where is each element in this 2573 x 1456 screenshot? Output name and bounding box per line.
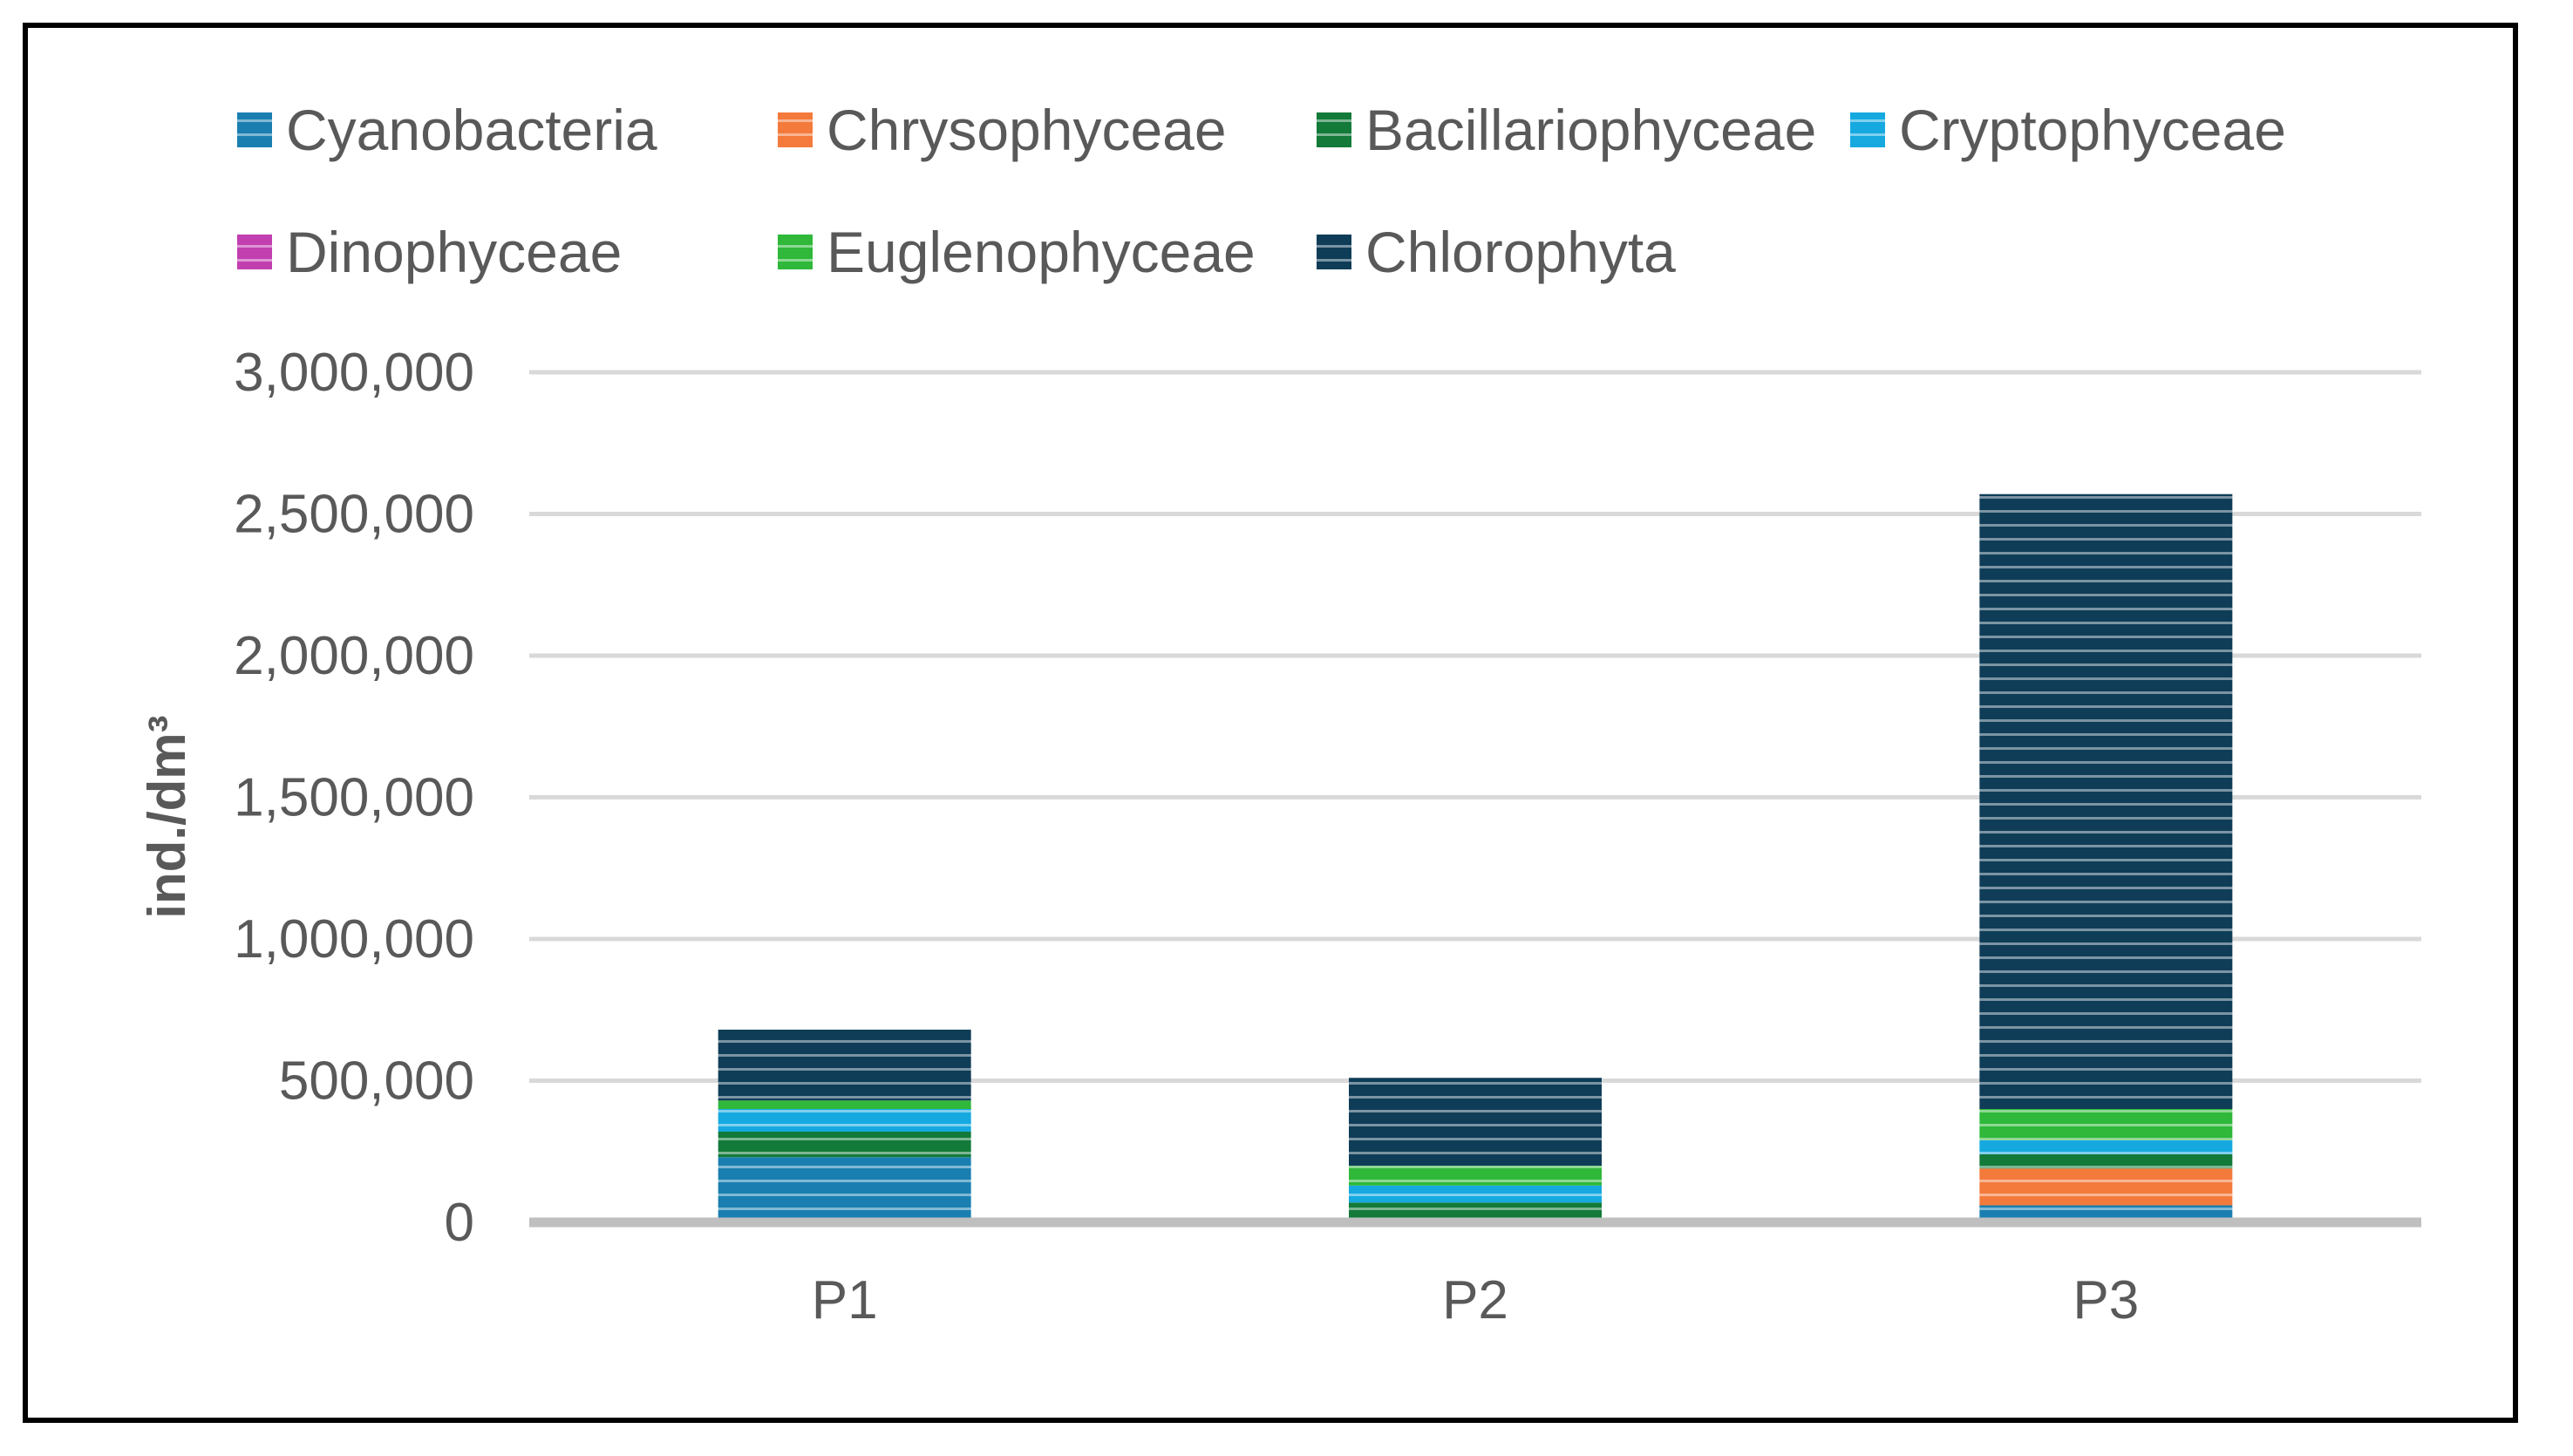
bar-p3-bacillariophyceae bbox=[1979, 1154, 2233, 1169]
bar-p3-chlorophyta bbox=[1979, 493, 2233, 1109]
x-tick-label: P1 bbox=[812, 1270, 878, 1330]
legend-item-cyanobacteria: Cyanobacteria bbox=[237, 98, 657, 162]
y-tick-label: 3,000,000 bbox=[234, 343, 474, 403]
y-tick-label: 1,500,000 bbox=[234, 768, 474, 828]
legend-swatch bbox=[778, 112, 813, 147]
bar-p3-cryptophyceae bbox=[1979, 1140, 2233, 1154]
legend-item-euglenophyceae: Euglenophyceae bbox=[778, 220, 1256, 284]
x-tick-label: P2 bbox=[1442, 1270, 1508, 1330]
bar-p3-chrysophyceae bbox=[1979, 1168, 2233, 1206]
bar-p1-cyanobacteria bbox=[718, 1157, 971, 1222]
legend-item-chlorophyta: Chlorophyta bbox=[1317, 220, 1676, 284]
legend-swatch bbox=[1317, 235, 1351, 269]
chart-frame: Cyanobacteria Chrysophyceae Bacillariophyc… bbox=[23, 23, 2518, 1423]
legend-label: Chlorophyta bbox=[1365, 220, 1676, 284]
y-tick-label: 0 bbox=[445, 1193, 474, 1253]
y-tick-label: 1,000,000 bbox=[234, 909, 474, 970]
legend-label: Euglenophyceae bbox=[827, 220, 1256, 284]
legend-swatch bbox=[1850, 112, 1885, 147]
bars bbox=[718, 493, 2233, 1222]
bar-p1-euglenophyceae bbox=[718, 1100, 971, 1109]
legend-swatch bbox=[237, 235, 272, 269]
bar-stack-p1 bbox=[718, 1030, 971, 1222]
legend-label: Dinophyceae bbox=[286, 220, 622, 284]
bar-stack-p3 bbox=[1979, 493, 2233, 1222]
bar-p2-bacillariophyceae bbox=[1349, 1202, 1602, 1222]
legend-item-bacillariophyceae: Bacillariophyceae bbox=[1317, 98, 1816, 162]
legend-label: Cyanobacteria bbox=[286, 98, 657, 162]
y-tick-label: 2,000,000 bbox=[234, 626, 474, 686]
y-axis-ticks: 0 500,000 1,000,000 1,500,000 2,000,000 2,500… bbox=[234, 343, 474, 1253]
bar-p3-euglenophyceae bbox=[1979, 1109, 2233, 1140]
legend-item-dinophyceae: Dinophyceae bbox=[237, 220, 622, 284]
bar-p1-chlorophyta bbox=[718, 1030, 971, 1101]
x-axis-ticks: P1 P2 P3 bbox=[812, 1270, 2140, 1330]
legend-label: Chrysophyceae bbox=[827, 98, 1227, 162]
legend-label: Cryptophyceae bbox=[1899, 98, 2286, 162]
legend-swatch bbox=[1317, 112, 1351, 147]
x-tick-label: P3 bbox=[2073, 1270, 2139, 1330]
legend-swatch bbox=[778, 235, 813, 269]
bar-p1-bacillariophyceae bbox=[718, 1132, 971, 1158]
y-axis-title: ind./dm³ bbox=[138, 715, 196, 918]
legend-item-chrysophyceae: Chrysophyceae bbox=[778, 98, 1227, 162]
legend-item-cryptophyceae: Cryptophyceae bbox=[1850, 98, 2286, 162]
bar-p2-euglenophyceae bbox=[1349, 1166, 1602, 1186]
legend-label: Bacillariophyceae bbox=[1365, 98, 1816, 162]
bar-p2-cryptophyceae bbox=[1349, 1185, 1602, 1203]
bar-p1-cryptophyceae bbox=[718, 1109, 971, 1132]
y-tick-label: 500,000 bbox=[279, 1051, 474, 1112]
legend-swatch bbox=[237, 112, 272, 147]
y-tick-label: 2,500,000 bbox=[234, 485, 474, 545]
stacked-bar-chart: Cyanobacteria Chrysophyceae Bacillariophyc… bbox=[138, 98, 2421, 1330]
bar-stack-p2 bbox=[1349, 1078, 1602, 1222]
bar-p2-chlorophyta bbox=[1349, 1078, 1602, 1166]
legend: Cyanobacteria Chrysophyceae Bacillariophyc… bbox=[237, 98, 2286, 284]
